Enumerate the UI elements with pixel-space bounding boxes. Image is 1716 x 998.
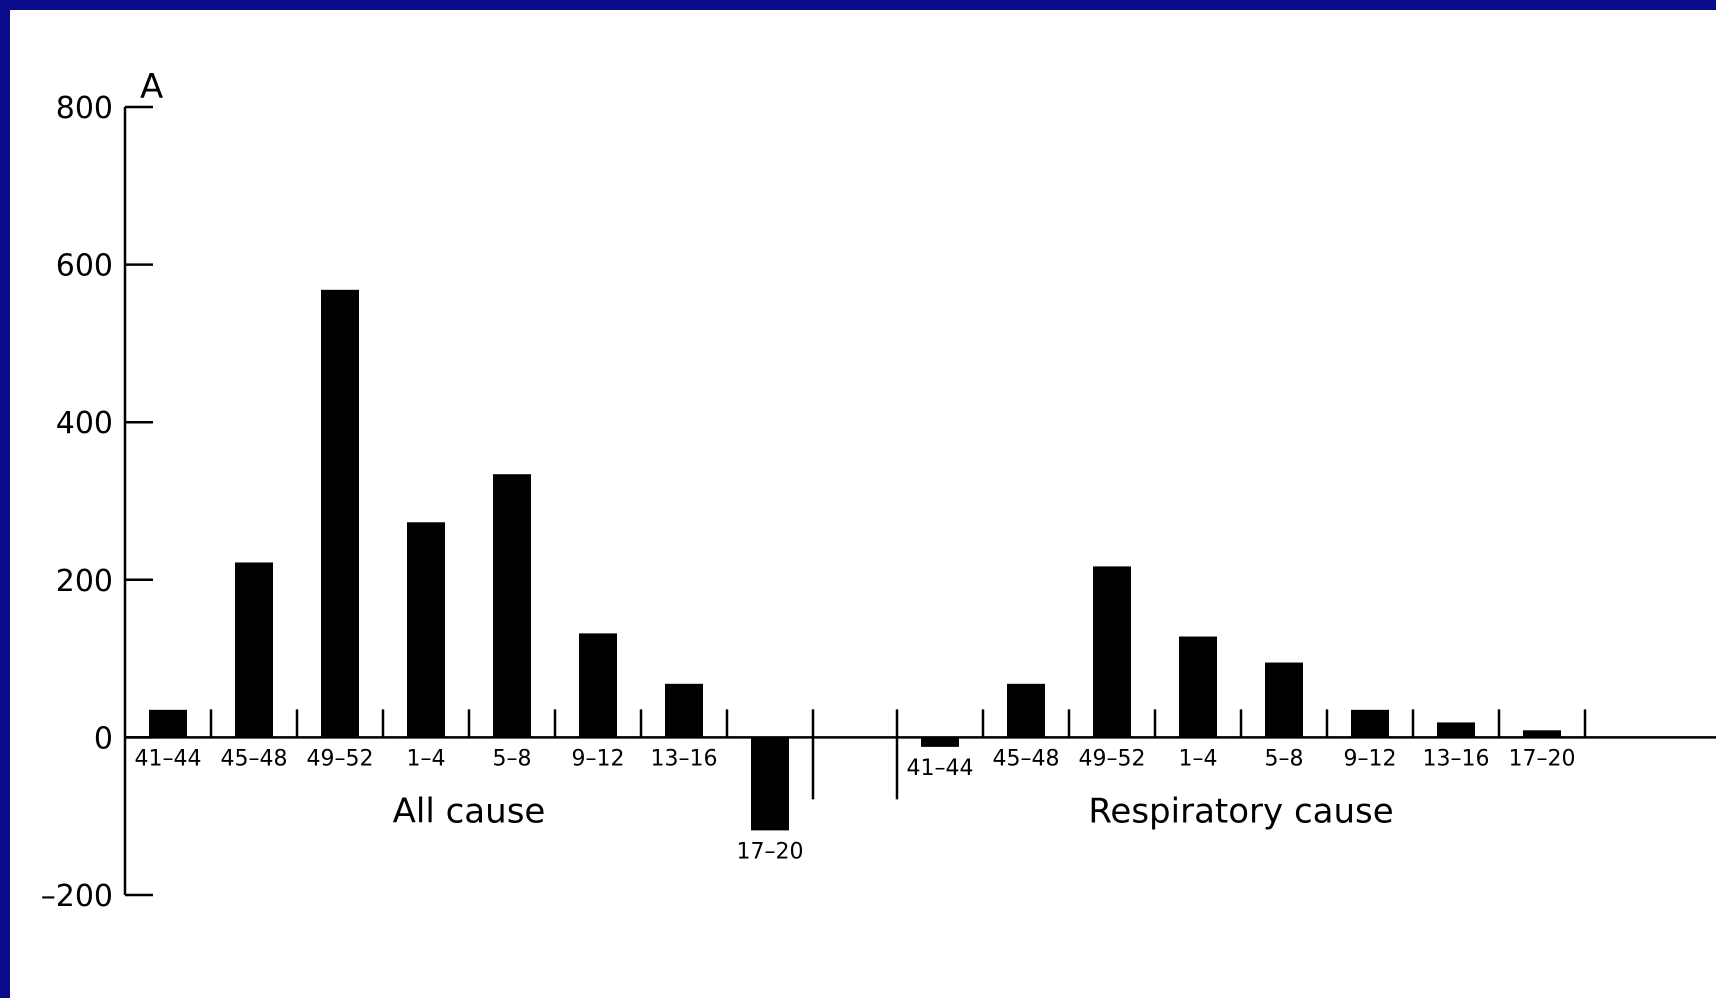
category-label: 9–12 [572,746,625,771]
bar [921,737,959,747]
category-label: 5–8 [493,746,532,771]
bar [579,633,617,738]
bar [1437,722,1475,738]
bar [1093,566,1131,738]
bar [493,474,531,738]
bar [1179,636,1217,738]
group-label: Respiratory cause [1088,791,1393,831]
bar-chart: A –200 0 200 400 600 800 41–44 45–48 49–52 1–4 5–… [41,67,1716,914]
bar [1265,662,1303,738]
category-label: 13–16 [1423,746,1490,771]
bar [235,562,273,738]
bar [1007,683,1045,738]
y-axis: –200 0 200 400 600 800 [41,91,1716,914]
y-tick-label: 800 [56,91,113,126]
y-tick-label: –200 [41,879,113,914]
y-tick-label: 600 [56,249,113,284]
category-label: 45–48 [221,746,288,771]
category-label: 17–20 [737,839,804,864]
chart-frame: A –200 0 200 400 600 800 41–44 45–48 49–52 1–4 5–… [10,10,1716,998]
category-label: 49–52 [1079,746,1146,771]
category-label: 1–4 [1179,746,1218,771]
category-label: 17–20 [1509,746,1576,771]
bar [1523,730,1561,738]
y-tick-label: 400 [56,406,113,441]
category-label: 41–44 [135,746,202,771]
bar [665,683,703,738]
category-label: 1–4 [407,746,446,771]
panel-label: A [140,67,163,107]
y-tick-label: 0 [94,721,113,756]
category-label: 5–8 [1265,746,1304,771]
y-tick-label: 200 [56,564,113,599]
bars [149,289,1561,831]
bar [1351,709,1389,738]
category-label: 41–44 [907,756,974,781]
category-label: 9–12 [1344,746,1397,771]
bar [321,289,359,738]
bar [407,522,445,738]
group-label: All cause [393,791,546,831]
category-label: 49–52 [307,746,374,771]
bar [149,709,187,738]
category-labels: 41–44 45–48 49–52 1–4 5–8 9–12 13–16 17–20 All c… [135,746,1576,864]
bar [751,737,789,831]
category-label: 13–16 [651,746,718,771]
category-label: 45–48 [993,746,1060,771]
